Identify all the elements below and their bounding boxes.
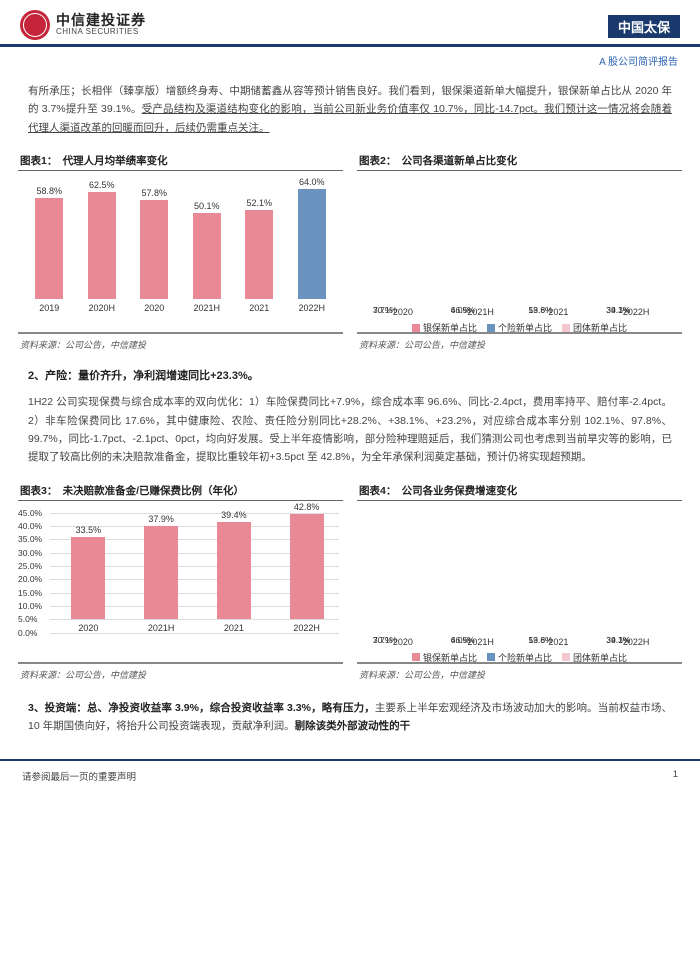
chart3-source: 资料来源：公司公告，中信建投 xyxy=(18,663,343,683)
page-footer: 请参阅最后一页的重要声明 1 xyxy=(0,759,700,789)
charts-row-2: 图表3： 未决赔款准备金/已赚保费比例（年化） 0.0%5.0%10.0%15.… xyxy=(0,477,700,683)
footer-disclaimer: 请参阅最后一页的重要声明 xyxy=(22,769,136,783)
chart1-bar: 52.1%2021 xyxy=(236,198,283,313)
logo-icon xyxy=(20,10,50,40)
para3-bold-lead: 3、投资端：总、净投资收益率 3.9%，综合投资收益率 3.3%，略有压力， xyxy=(28,702,375,714)
legend-item: 团体新单占比 xyxy=(562,651,627,664)
chart1-area: 58.8%201962.5%2020H57.8%202050.1%2021H52… xyxy=(18,173,343,333)
chart3-bar: 37.9%2021H xyxy=(135,514,188,633)
logo-text: 中信建投证券 CHINA SECURITIES xyxy=(56,13,146,37)
chart2-source: 资料来源：公司公告，中信建投 xyxy=(357,333,682,353)
legend-item: 银保新单占比 xyxy=(412,651,477,664)
para3-bold-tail: 剔除该类外部波动性的干 xyxy=(295,720,411,732)
chart1-bar: 50.1%2021H xyxy=(184,201,231,313)
chart1-bar: 57.8%2020 xyxy=(131,188,178,313)
section2-heading: 2、产险：量价齐升，净利润增速同比+23.3%。 xyxy=(0,353,700,389)
charts-row-1: 图表1： 代理人月均举绩率变化 58.8%201962.5%2020H57.8%… xyxy=(0,147,700,353)
chart2-area: 3.7%70.1%4.0%66.5%13.6%59.8%39.1%34.3% 2… xyxy=(357,173,682,333)
logo-block: 中信建投证券 CHINA SECURITIES xyxy=(20,10,146,40)
company-title: 中国太保 xyxy=(608,15,680,38)
chart3-title: 图表3： 未决赔款准备金/已赚保费比例（年化） xyxy=(18,481,343,501)
chart3-bar: 42.8%2022H xyxy=(280,502,333,633)
paragraph-1: 有所承压；长相伴（臻享版）增额终身寿、中期储蓄鑫从容等预计销售良好。我们看到，银… xyxy=(0,78,700,147)
chart4-area: 3.7%70.1%4.0%66.5%13.6%59.8%39.1%34.3% 2… xyxy=(357,503,682,663)
legend-item: 个险新单占比 xyxy=(487,651,552,664)
legend-item: 团体新单占比 xyxy=(562,321,627,334)
chart3-bar: 33.5%2020 xyxy=(62,525,115,633)
chart1-bar: 58.8%2019 xyxy=(26,186,73,313)
chart2-cell: 图表2： 公司各渠道新单占比变化 3.7%70.1%4.0%66.5%13.6%… xyxy=(357,151,682,353)
chart3-bar: 39.4%2021 xyxy=(208,510,261,632)
report-subtitle: A 股公司简评报告 xyxy=(0,47,700,78)
chart1-bar: 64.0%2022H xyxy=(289,177,336,313)
logo-cn: 中信建投证券 xyxy=(56,13,146,28)
chart3-cell: 图表3： 未决赔款准备金/已赚保费比例（年化） 0.0%5.0%10.0%15.… xyxy=(18,481,343,683)
paragraph-2: 1H22 公司实现保费与综合成本率的双向优化：1）车险保费同比+7.9%，综合成… xyxy=(0,389,700,477)
page-number: 1 xyxy=(673,769,678,783)
chart4-cell: 图表4： 公司各业务保费增速变化 3.7%70.1%4.0%66.5%13.6%… xyxy=(357,481,682,683)
chart1-bar: 62.5%2020H xyxy=(79,180,126,313)
chart3-area: 0.0%5.0%10.0%15.0%20.0%25.0%30.0%35.0%40… xyxy=(18,503,343,663)
report-header: 中信建投证券 CHINA SECURITIES 中国太保 xyxy=(0,0,700,47)
chart1-cell: 图表1： 代理人月均举绩率变化 58.8%201962.5%2020H57.8%… xyxy=(18,151,343,353)
chart1-source: 资料来源：公司公告，中信建投 xyxy=(18,333,343,353)
legend-item: 个险新单占比 xyxy=(487,321,552,334)
legend-item: 银保新单占比 xyxy=(412,321,477,334)
chart4-source: 资料来源：公司公告，中信建投 xyxy=(357,663,682,683)
paragraph-3: 3、投资端：总、净投资收益率 3.9%，综合投资收益率 3.3%，略有压力，主要… xyxy=(0,683,700,746)
chart4-title: 图表4： 公司各业务保费增速变化 xyxy=(357,481,682,501)
chart1-title: 图表1： 代理人月均举绩率变化 xyxy=(18,151,343,171)
chart2-title: 图表2： 公司各渠道新单占比变化 xyxy=(357,151,682,171)
logo-en: CHINA SECURITIES xyxy=(56,28,146,37)
